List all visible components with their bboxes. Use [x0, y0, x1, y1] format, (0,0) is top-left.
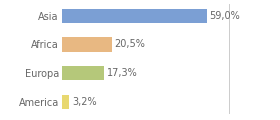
Text: 20,5%: 20,5% [115, 39, 145, 49]
Bar [62, 95, 69, 109]
Text: 17,3%: 17,3% [107, 68, 137, 78]
Text: 3,2%: 3,2% [72, 97, 97, 107]
Bar [62, 66, 104, 80]
Bar [62, 37, 112, 52]
Text: 59,0%: 59,0% [209, 11, 240, 21]
Bar [62, 9, 207, 23]
